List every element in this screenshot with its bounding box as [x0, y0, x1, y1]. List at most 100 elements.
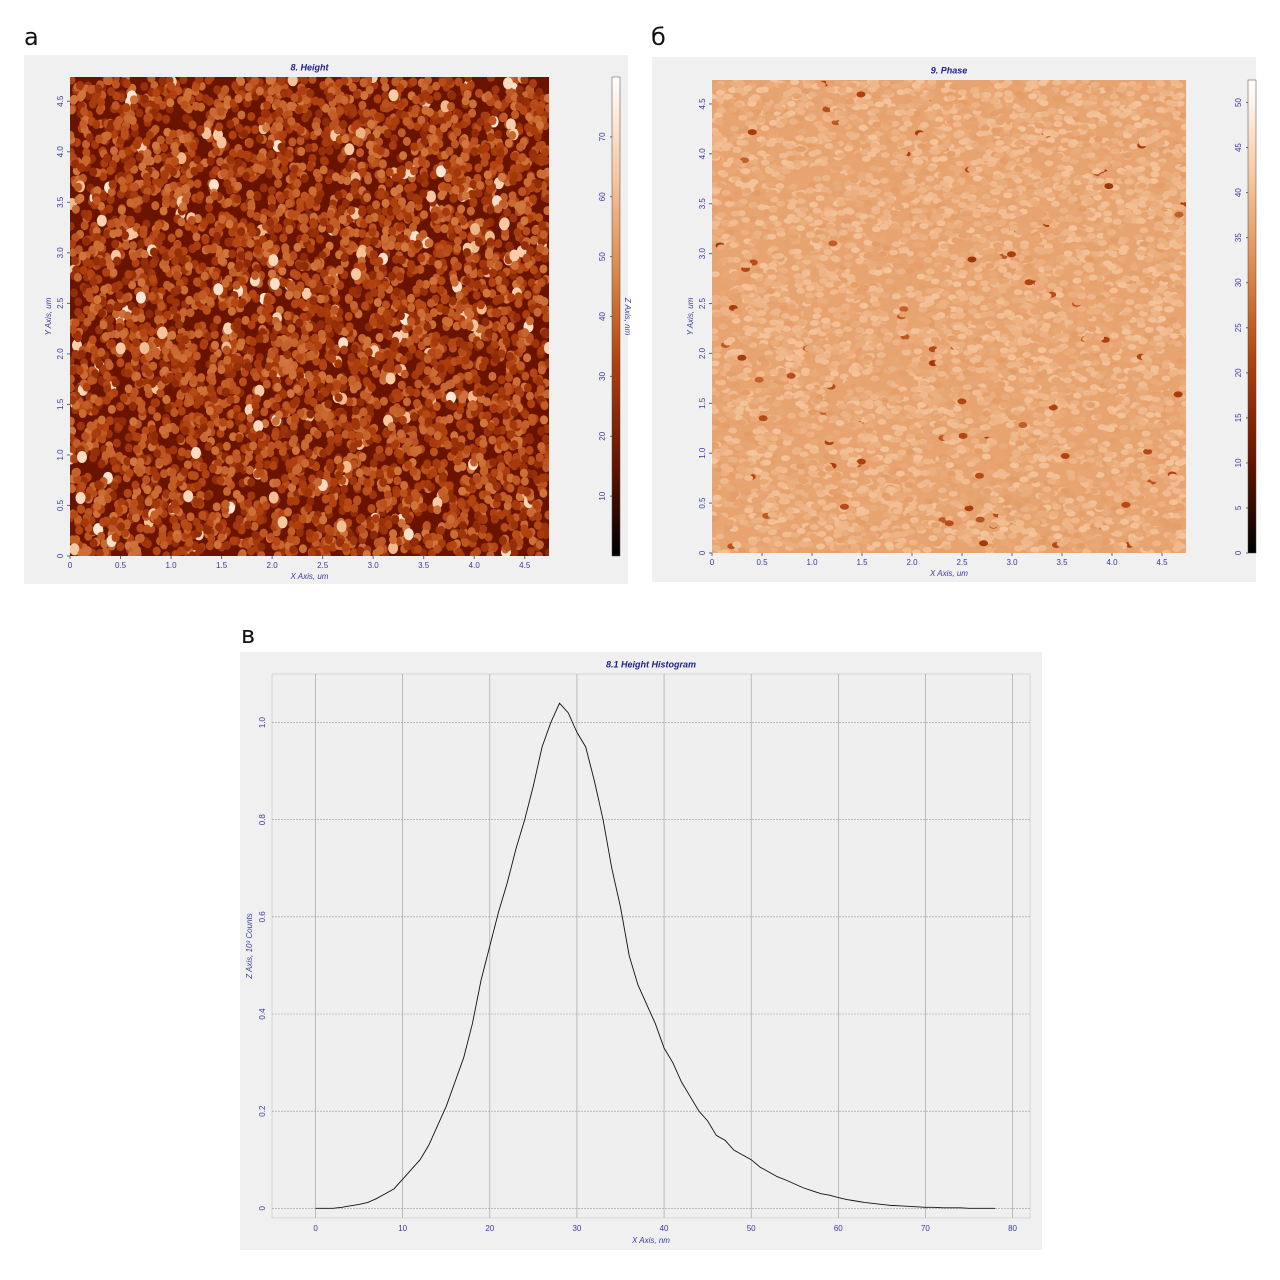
grain: [529, 153, 538, 163]
grain: [539, 488, 548, 498]
grain: [154, 237, 163, 247]
grain: [512, 475, 521, 485]
grain: [537, 426, 546, 436]
grain: [257, 116, 266, 126]
grain: [115, 116, 124, 126]
grain: [409, 77, 418, 87]
grain: [311, 228, 320, 238]
grain: [543, 93, 549, 103]
grain: [130, 387, 139, 397]
grain: [479, 504, 488, 514]
grain: [141, 284, 150, 294]
grain: [410, 333, 419, 343]
grain: [328, 354, 337, 364]
grain: [221, 499, 230, 509]
grain: [162, 394, 171, 404]
grain: [209, 354, 218, 364]
grain: [238, 377, 247, 387]
grain: [107, 449, 116, 459]
grain: [301, 272, 310, 282]
grain: [101, 451, 110, 461]
grain: [177, 341, 186, 351]
grain: [94, 397, 103, 407]
grain: [509, 540, 518, 550]
grain: [502, 336, 511, 346]
grain: [375, 445, 384, 455]
grain: [506, 514, 515, 524]
grain: [133, 545, 142, 555]
grain: [541, 147, 549, 157]
grain: [326, 209, 335, 219]
grain: [284, 149, 293, 159]
grain: [70, 288, 79, 298]
grain: [409, 222, 418, 232]
grain: [341, 542, 350, 552]
grain: [510, 461, 519, 471]
grain: [448, 91, 457, 101]
grain: [240, 238, 249, 248]
grain: [498, 284, 507, 294]
grain: [103, 153, 112, 163]
grain: [187, 343, 196, 353]
grain: [237, 329, 246, 339]
grain: [220, 465, 229, 475]
grain: [536, 105, 545, 115]
grain: [351, 268, 362, 281]
grain: [488, 277, 497, 287]
grain: [144, 367, 153, 377]
grain: [96, 214, 107, 227]
grain: [143, 149, 152, 159]
grain: [115, 451, 124, 461]
grain: [255, 461, 264, 471]
grain: [301, 458, 310, 468]
grain: [135, 108, 144, 118]
grain: [244, 92, 253, 102]
grain: [299, 252, 308, 262]
grain: [385, 167, 394, 177]
grain: [441, 306, 450, 316]
grain: [515, 537, 524, 547]
grain: [484, 250, 493, 260]
grain: [195, 497, 204, 507]
grain: [356, 247, 367, 260]
grain: [523, 353, 532, 363]
grain: [486, 550, 495, 556]
grain: [314, 341, 323, 351]
grain: [112, 438, 121, 448]
grain: [369, 317, 378, 327]
grain: [515, 276, 524, 286]
grain: [168, 330, 177, 340]
grain: [87, 312, 96, 322]
grain: [458, 394, 467, 404]
grain: [359, 219, 368, 229]
grain: [430, 212, 439, 222]
grain: [211, 270, 220, 280]
grain: [243, 258, 252, 268]
grain: [206, 156, 215, 166]
grain: [312, 168, 321, 178]
grain: [368, 270, 377, 280]
grain: [340, 253, 349, 263]
grain: [103, 131, 112, 141]
grain: [170, 499, 179, 509]
grain: [99, 517, 108, 527]
grain: [190, 375, 199, 385]
grain: [213, 315, 222, 325]
grain: [279, 389, 288, 399]
grain: [325, 374, 334, 384]
grain: [227, 306, 236, 316]
grain: [107, 339, 116, 349]
grain: [288, 370, 297, 380]
grain: [119, 393, 128, 403]
grain: [512, 376, 521, 386]
grain: [510, 261, 519, 271]
grain: [318, 146, 327, 156]
grain: [377, 284, 386, 294]
grain: [287, 116, 296, 126]
grain: [390, 440, 399, 450]
grain: [311, 333, 320, 343]
grain: [222, 345, 231, 355]
grain: [359, 356, 368, 366]
grain: [488, 116, 497, 126]
grain: [70, 77, 76, 85]
